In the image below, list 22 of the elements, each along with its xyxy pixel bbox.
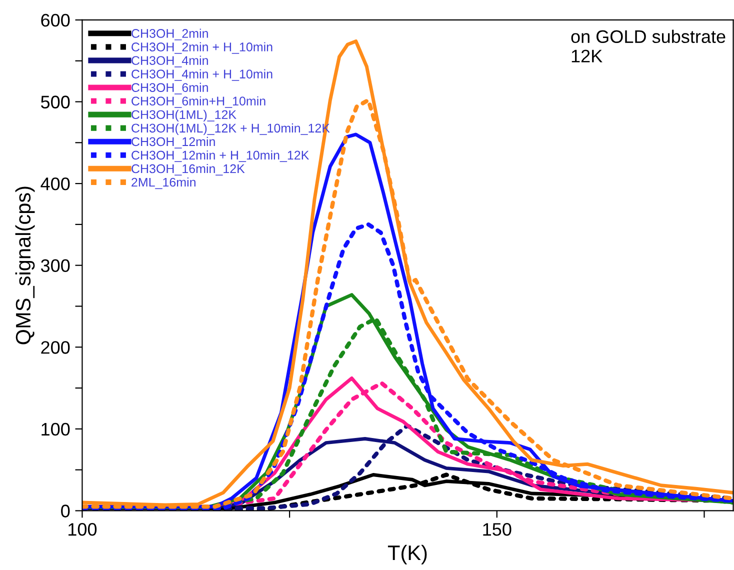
y-tick-label: 300 <box>40 259 70 272</box>
legend-label: CH3OH_6min+H_10min <box>132 96 266 108</box>
annotation: on GOLD substrate 12K <box>571 30 726 62</box>
legend-label: CH3OH(1ML)_12K <box>132 110 236 122</box>
y-tick-label: 200 <box>41 341 70 354</box>
legend-label: CH3OH_12min <box>132 136 215 148</box>
legend-label: CH3OH_2min + H_10min <box>132 42 272 54</box>
y-axis-title: QMS_signal(cps) <box>15 186 35 344</box>
y-tick-label: 0 <box>61 504 70 518</box>
legend-label: CH3OH_12min + H_10min_12K <box>132 150 310 162</box>
y-tick-label: 600 <box>41 14 70 27</box>
legend-label: 2ML_16min <box>132 178 196 190</box>
legend-label: CH3OH_4min <box>132 56 208 68</box>
y-tick-label: 400 <box>40 177 70 190</box>
legend-label: CH3OH_2min <box>132 28 208 40</box>
y-tick-label: 500 <box>41 96 70 108</box>
legend-label: CH3OH_4min + H_10min <box>132 69 272 81</box>
legend-label: CH3OH_16min_12K <box>132 164 245 176</box>
legend-label: CH3OH_6min <box>132 82 208 94</box>
y-tick-label: 100 <box>42 422 70 436</box>
x-tick-label: 150 <box>483 523 512 536</box>
x-axis-title: T(K) <box>388 544 427 564</box>
